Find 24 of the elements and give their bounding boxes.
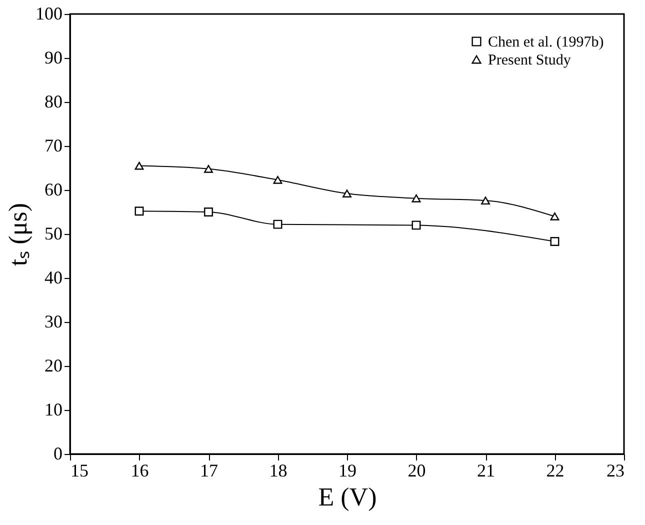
x-tick-label: 23 (606, 460, 624, 480)
y-tick-label: 40 (44, 268, 62, 288)
y-tick-label: 20 (44, 356, 62, 376)
y-tick-label: 10 (44, 400, 62, 420)
y-tick-label: 50 (44, 224, 62, 244)
y-axis-title: tₛ (μs) (4, 202, 32, 266)
x-tick-label: 17 (200, 460, 218, 480)
legend-label: Present Study (488, 52, 572, 68)
x-tick-label: 15 (70, 460, 88, 480)
legend-label: Chen et al. (1997b) (488, 34, 604, 50)
x-tick-label: 22 (546, 460, 564, 480)
x-tick-label: 16 (130, 460, 149, 480)
y-tick-label: 100 (36, 4, 62, 24)
x-tick-label: 20 (408, 460, 426, 480)
y-tick-label: 80 (44, 92, 62, 112)
x-tick-label: 18 (269, 460, 288, 480)
y-tick-label: 60 (44, 180, 62, 200)
y-tick-label: 30 (44, 312, 62, 332)
x-tick-label: 21 (477, 460, 495, 480)
x-tick-label: 19 (338, 460, 356, 480)
y-tick-label: 70 (44, 136, 62, 156)
x-axis-title: E (V) (318, 482, 377, 512)
y-tick-label: 90 (44, 48, 62, 68)
y-tick-label: 0 (54, 444, 62, 464)
